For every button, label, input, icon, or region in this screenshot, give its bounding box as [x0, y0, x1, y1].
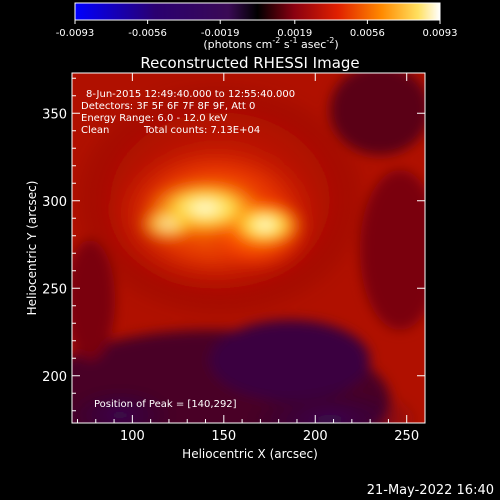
- footer-timestamp: 21-May-2022 16:40: [367, 483, 494, 498]
- x-axis-ticks: 100 150 200 250: [76, 73, 426, 444]
- detectors-annotation: Detectors: 3F 5F 6F 7F 8F 9F, Att 0: [81, 101, 255, 112]
- energy-range-annotation: Energy Range: 6.0 - 12.0 keV: [81, 113, 227, 124]
- y-axis-label: Heliocentric Y (arcsec): [25, 181, 39, 316]
- colorbar-tick-labels: -0.0093 -0.0056 -0.0019 0.0019 0.0056 0.0093: [56, 28, 458, 39]
- time-range-annotation: 8-Jun-2015 12:49:40.000 to 12:55:40.000: [86, 89, 295, 100]
- plot-frame: [71, 72, 426, 424]
- colorbar-tick-label: -0.0019: [201, 28, 240, 39]
- colorbar-tick-label: 0.0093: [423, 28, 458, 39]
- total-counts-annotation: Total counts: 7.13E+04: [143, 125, 260, 136]
- clean-label: Clean: [81, 125, 109, 136]
- x-tick-label: 250: [394, 429, 419, 444]
- heatmap-image: [72, 73, 425, 423]
- x-tick-label: 100: [120, 429, 145, 444]
- colorbar: [74, 2, 441, 21]
- colorbar-unit-label: (photons cm-2 s-1 asec-2): [203, 36, 338, 51]
- x-axis-label: Heliocentric X (arcsec): [182, 447, 318, 461]
- colorbar-tick-label: 0.0019: [277, 28, 312, 39]
- colorbar-tick-label: -0.0056: [128, 28, 167, 39]
- x-tick-label: 200: [303, 429, 328, 444]
- peak-position-annotation: Position of Peak = [140,292]: [94, 399, 237, 410]
- y-axis-ticks: 200 250 300 350: [42, 77, 425, 412]
- colorbar-tick-label: 0.0056: [350, 28, 385, 39]
- colorbar-ticks: [74, 20, 441, 24]
- y-tick-label: 350: [42, 107, 67, 122]
- y-tick-label: 200: [42, 370, 67, 385]
- chart-title: Reconstructed RHESSI Image: [140, 54, 359, 72]
- y-tick-label: 250: [42, 282, 67, 297]
- colorbar-tick-label: -0.0093: [56, 28, 95, 39]
- x-tick-label: 150: [211, 429, 236, 444]
- y-tick-label: 300: [42, 195, 67, 210]
